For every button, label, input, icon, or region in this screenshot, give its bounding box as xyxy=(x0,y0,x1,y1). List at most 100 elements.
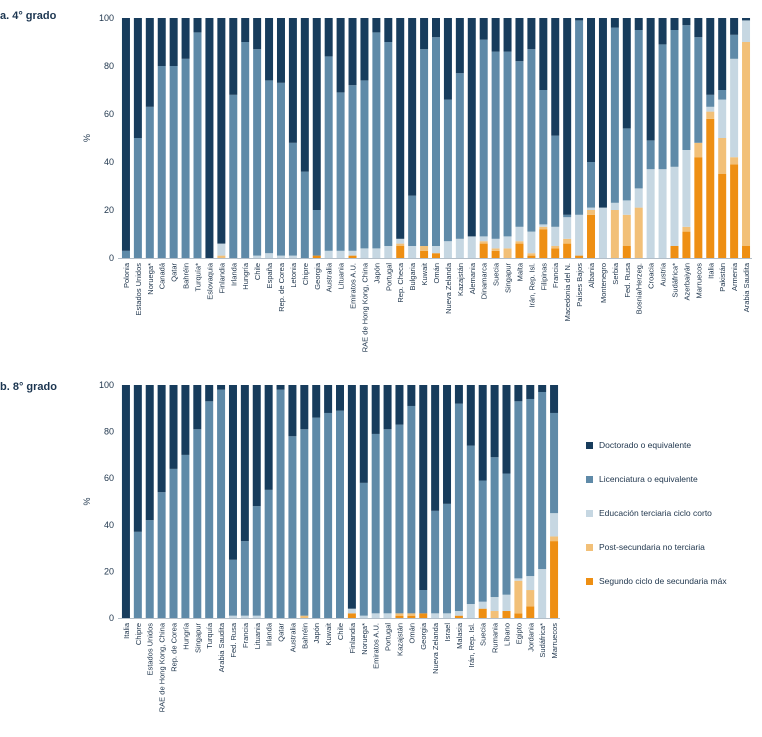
bar-segment xyxy=(443,18,452,100)
bar-segment xyxy=(706,118,715,258)
bar-segment xyxy=(420,250,429,258)
x-tick-label: Serbia xyxy=(611,262,620,285)
bar-segment xyxy=(478,385,487,481)
bar-segment xyxy=(514,613,523,618)
bar-segment xyxy=(228,559,237,616)
bar-segment xyxy=(514,385,523,402)
bar-segment xyxy=(670,18,679,30)
x-tick-label: Finlandia xyxy=(348,622,357,653)
x-tick-label: Bahréin xyxy=(182,263,191,289)
bar-segment xyxy=(526,606,535,618)
bar-segment xyxy=(730,58,739,158)
bar-segment xyxy=(563,217,572,239)
x-tick-label: Bahréin xyxy=(300,623,309,649)
bar-segment xyxy=(443,385,452,504)
bar-segment xyxy=(515,18,524,62)
bar-segment xyxy=(288,385,297,437)
bar-segment xyxy=(169,18,178,66)
bar-segment xyxy=(371,385,380,434)
bar-segment xyxy=(265,80,274,254)
bar-segment xyxy=(288,142,297,256)
bar-segment xyxy=(706,94,715,107)
bar-segment xyxy=(610,27,619,203)
bar-segment xyxy=(324,385,333,413)
bar-segment xyxy=(539,229,548,258)
bar-segment xyxy=(288,436,297,618)
bar-segment xyxy=(455,73,464,239)
x-tick-label: Chile xyxy=(336,623,345,640)
bar-segment xyxy=(742,20,751,42)
x-tick-label: Israel xyxy=(443,623,452,642)
bar-segment xyxy=(217,389,226,618)
bar-segment xyxy=(539,224,548,227)
bar-segment xyxy=(575,18,584,21)
y-tick-label: 0 xyxy=(109,253,114,263)
x-tick-label: RAE de Hong Kong, China xyxy=(360,262,369,352)
bar-segment xyxy=(420,18,429,50)
x-tick-label: Kuwait xyxy=(420,262,429,285)
bar-segment xyxy=(515,61,524,227)
x-tick-label: Irlanda xyxy=(265,622,274,646)
bar-segment xyxy=(670,246,679,258)
legend-label: Segundo ciclo de secundaria máx xyxy=(599,576,727,586)
bar-segment xyxy=(706,111,715,119)
bar-segment xyxy=(526,398,535,577)
legend-item-post-secundaria: Post-secundaria no terciaria xyxy=(586,540,762,554)
y-tick-label: 40 xyxy=(104,157,114,167)
bar-segment xyxy=(432,18,440,38)
bar-segment xyxy=(694,18,703,38)
x-tick-label: Marruecos xyxy=(694,263,703,299)
x-tick-label: Egipto xyxy=(514,623,523,644)
bar-segment xyxy=(360,18,369,81)
bar-segment xyxy=(300,171,309,258)
x-tick-label: Dinamarca xyxy=(480,262,489,299)
bar-segment xyxy=(527,49,536,232)
bar-segment xyxy=(395,424,404,614)
x-tick-label: Singapur xyxy=(504,263,513,294)
bar-segment xyxy=(742,42,751,246)
x-tick-label: Portugal xyxy=(384,623,393,651)
bar-segment xyxy=(145,385,154,521)
bar-segment xyxy=(229,18,238,95)
x-tick-label: Arabia Saudita xyxy=(217,622,226,672)
bar-segment xyxy=(670,30,679,167)
bar-segment xyxy=(383,385,392,430)
x-tick-label: Marruecos xyxy=(550,623,559,659)
bar-segment xyxy=(491,238,500,249)
y-tick-label: 60 xyxy=(104,473,114,483)
bar-segment xyxy=(384,18,393,42)
bar-segment xyxy=(527,255,536,258)
bar-segment xyxy=(432,253,440,258)
bar-segment xyxy=(491,250,500,258)
bar-segment xyxy=(240,541,249,616)
bar-segment xyxy=(157,492,166,618)
y-tick-label: 20 xyxy=(104,566,114,576)
bar-segment xyxy=(718,99,727,138)
x-tick-label: Polonia xyxy=(122,262,131,288)
bar-segment xyxy=(348,255,357,258)
bar-segment xyxy=(300,385,309,430)
x-tick-label: Finlandia xyxy=(217,262,226,293)
bar-segment xyxy=(265,253,274,258)
bar-segment xyxy=(372,32,381,249)
bar-segment xyxy=(300,615,309,618)
bar-segment xyxy=(622,128,631,201)
bar-segment xyxy=(347,608,356,614)
bar-segment xyxy=(491,18,500,52)
x-tick-label: Turquía* xyxy=(194,263,203,292)
bar-segment xyxy=(658,44,667,170)
bar-segment xyxy=(527,253,536,256)
bar-segment xyxy=(550,541,559,618)
bar-segment xyxy=(694,142,703,158)
bar-segment xyxy=(682,226,691,232)
bar-segment xyxy=(515,226,524,242)
bar-segment xyxy=(217,18,226,244)
x-tick-label: Irán, Rep. Isl. xyxy=(527,263,536,308)
bar-segment xyxy=(324,18,333,57)
legend-item-secundaria: Segundo ciclo de secundaria máx xyxy=(586,574,762,588)
panel-b-title: b. 8° grado xyxy=(0,381,57,393)
bar-segment xyxy=(359,385,368,483)
bar-segment xyxy=(264,489,273,618)
x-tick-label: Emiratos A.U. xyxy=(372,623,381,669)
bar-segment xyxy=(336,18,345,93)
